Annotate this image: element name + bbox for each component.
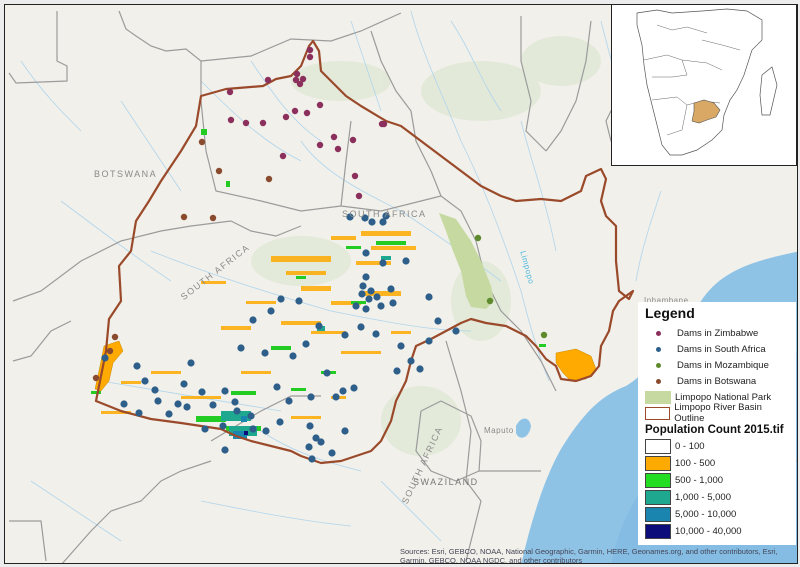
limpopo-basin-highlight bbox=[691, 99, 721, 124]
label-maputo: Maputo bbox=[484, 426, 514, 435]
label-south-africa-north: SOUTH AFRICA bbox=[342, 209, 427, 219]
dot-icon bbox=[655, 330, 661, 336]
legend-class-1000-5000: 1,000 - 5,000 bbox=[643, 489, 791, 506]
outline-swatch-icon bbox=[645, 406, 671, 420]
label-botswana: BOTSWANA bbox=[94, 169, 158, 179]
color-swatch-icon bbox=[645, 524, 671, 539]
legend-item-south-africa-dams: Dams in South Africa bbox=[643, 341, 791, 357]
africa-outline bbox=[636, 8, 778, 156]
legend-item-basin-outline: Limpopo River Basin Outline bbox=[643, 402, 791, 424]
legend-title: Legend bbox=[645, 305, 695, 321]
dot-icon bbox=[655, 362, 661, 368]
legend-class-100-500: 100 - 500 bbox=[643, 455, 791, 472]
color-swatch-icon bbox=[645, 490, 671, 505]
legend-panel: Legend Dams in Zimbabwe Dams in South Af… bbox=[638, 302, 796, 545]
color-swatch-icon bbox=[645, 507, 671, 522]
legend-item-zimbabwe-dams: Dams in Zimbabwe bbox=[643, 325, 791, 341]
dot-icon bbox=[655, 378, 661, 384]
attribution-text: Sources: Esri, GEBCO, NOAA, National Geo… bbox=[400, 547, 778, 564]
color-swatch-icon bbox=[645, 473, 671, 488]
color-swatch-icon bbox=[645, 456, 671, 471]
legend-item-botswana-dams: Dams in Botswana bbox=[643, 373, 791, 389]
legend-class-0-100: 0 - 100 bbox=[643, 438, 791, 455]
legend-class-500-1000: 500 - 1,000 bbox=[643, 472, 791, 489]
label-inhambane: Inhambane bbox=[644, 296, 689, 305]
color-swatch-icon bbox=[645, 439, 671, 454]
locator-inset-map bbox=[611, 4, 797, 166]
legend-item-mozambique-dams: Dams in Mozambique bbox=[643, 357, 791, 373]
polygon-swatch-icon bbox=[645, 390, 671, 404]
legend-class-10000-40000: 10,000 - 40,000 bbox=[643, 523, 791, 540]
dot-icon bbox=[655, 346, 661, 352]
raster-legend-title: Population Count 2015.tif bbox=[645, 424, 784, 436]
label-swaziland: SWAZILAND bbox=[413, 477, 479, 487]
legend-class-5000-10000: 5,000 - 10,000 bbox=[643, 506, 791, 523]
legend-item-national-park: Limpopo National Park bbox=[643, 389, 791, 405]
